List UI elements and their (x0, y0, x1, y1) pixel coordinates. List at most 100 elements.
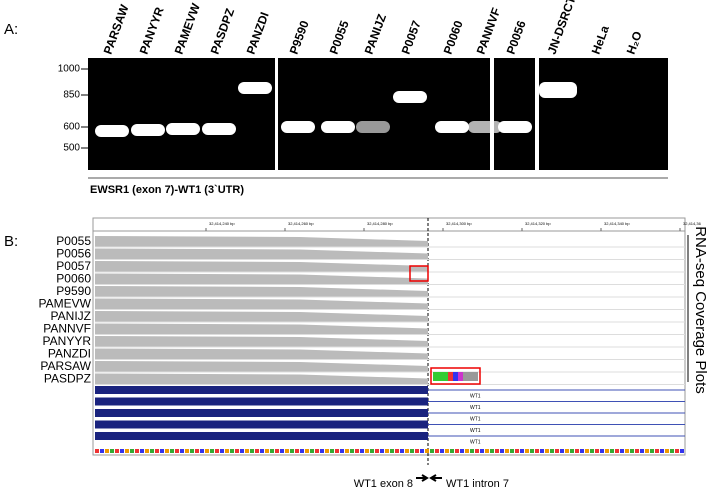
lane-label: PANYYR (137, 5, 167, 56)
sequence-base (295, 449, 299, 453)
sequence-base (105, 449, 109, 453)
lane-label: P0060 (441, 18, 466, 56)
sample-label: P9590 (56, 284, 91, 298)
sequence-base (655, 449, 659, 453)
sequence-base (235, 449, 239, 453)
coverage (95, 261, 428, 272)
highlight (409, 265, 429, 282)
coverage (95, 348, 428, 360)
sequence-base (350, 449, 354, 453)
sequence-base (605, 449, 609, 453)
sequence-base (130, 449, 134, 453)
sequence-base (665, 449, 669, 453)
sequence-base (400, 449, 404, 453)
sequence-base (485, 449, 489, 453)
gel-band (95, 125, 129, 137)
sequence-base (475, 449, 479, 453)
sequence-base (440, 449, 444, 453)
sequence-base (435, 449, 439, 453)
sequence-base (170, 449, 174, 453)
sequence-base (330, 449, 334, 453)
sequence-base (645, 449, 649, 453)
sequence-base (595, 449, 599, 453)
protein-track (95, 386, 428, 394)
sequence-base (455, 449, 459, 453)
ladder-label: 600 (63, 122, 80, 133)
sequence-base (545, 449, 549, 453)
sequence-base (415, 449, 419, 453)
lane-label: P0057 (399, 18, 424, 56)
sequence-base (355, 449, 359, 453)
ruler-label: 32,414,300 bp (446, 221, 472, 226)
sequence-base (560, 449, 564, 453)
sequence-base (460, 449, 464, 453)
sequence-base (310, 449, 314, 453)
sequence-base (190, 449, 194, 453)
sequence-base (270, 449, 274, 453)
sequence-base (430, 449, 434, 453)
ruler-label: 32,414,280 bp (367, 221, 393, 226)
coverage (95, 323, 428, 335)
sequence-base (370, 449, 374, 453)
sequence-base (375, 449, 379, 453)
lane-label: PANNVF (474, 6, 504, 56)
sample-label: P0056 (56, 247, 91, 261)
sequence-base (660, 449, 664, 453)
read-color (433, 372, 438, 381)
sequence-base (305, 449, 309, 453)
sample-label: PAMEVW (39, 297, 92, 311)
sequence-base (450, 449, 454, 453)
gene-label: WT1 (470, 439, 481, 445)
sequence-base (345, 449, 349, 453)
sequence-base (335, 449, 339, 453)
sample-label: P0060 (56, 272, 91, 286)
sequence-base (145, 449, 149, 453)
sequence-base (95, 449, 99, 453)
sequence-base (195, 449, 199, 453)
gel-caption: EWSR1 (exon 7)-WT1 (3`UTR) (90, 184, 244, 196)
gel (88, 58, 668, 170)
sequence-base (600, 449, 604, 453)
protein-track (95, 420, 428, 429)
sequence-base (495, 449, 499, 453)
lane-label: PARSAW (101, 2, 132, 56)
panel-label: A: (4, 21, 18, 38)
sequence-base (155, 449, 159, 453)
highlight (430, 367, 481, 385)
sequence-base (200, 449, 204, 453)
sequence-base (610, 449, 614, 453)
sequence-base (100, 449, 104, 453)
sequence-base (580, 449, 584, 453)
sequence-base (225, 449, 229, 453)
sequence-base (365, 449, 369, 453)
coverage (95, 286, 428, 297)
sequence-base (410, 449, 414, 453)
sequence-base (255, 449, 259, 453)
coverage (95, 236, 428, 247)
sequence-base (530, 449, 534, 453)
lane-label: HeLa (589, 23, 612, 56)
lane-label: PAMEVW (172, 1, 204, 56)
protein-track (95, 397, 428, 406)
gene-label: WT1 (470, 393, 481, 399)
sample-label: PARSAW (40, 359, 91, 373)
gel-band (356, 121, 390, 133)
sequence-base (175, 449, 179, 453)
exon-label: WT1 exon 8 (354, 478, 413, 490)
coverage (95, 311, 428, 322)
sequence-base (670, 449, 674, 453)
sequence-base (540, 449, 544, 453)
sequence-base (115, 449, 119, 453)
sequence-base (675, 449, 679, 453)
coverage (95, 373, 428, 385)
sample-label: PANYYR (43, 334, 92, 348)
sequence-base (150, 449, 154, 453)
read-color (468, 372, 473, 381)
sequence-base (360, 449, 364, 453)
sequence-base (565, 449, 569, 453)
read-color (438, 372, 443, 381)
gel-band (435, 121, 469, 133)
ladder-label: 850 (63, 90, 80, 101)
sequence-base (550, 449, 554, 453)
sequence-base (135, 449, 139, 453)
